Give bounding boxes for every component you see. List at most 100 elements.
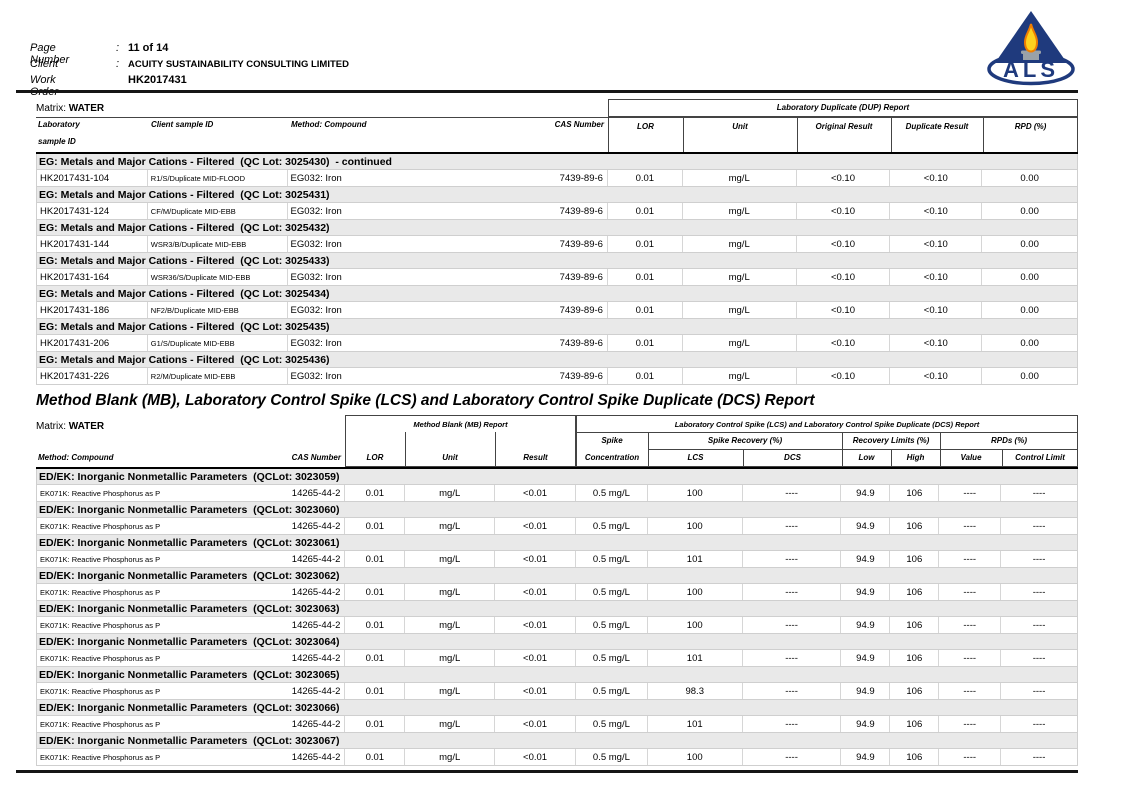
cas-number-value: 7439-89-6 <box>559 271 603 283</box>
compound-cas-cell: EK071K: Reactive Phosphorus as P 14265-44… <box>37 749 346 765</box>
unit-cell: mg/L <box>683 302 797 318</box>
group-spike-recovery: Spike Recovery (%) <box>707 435 783 445</box>
cas-number-value: 14265-44-2 <box>291 685 341 697</box>
rpd-control-limit-cell: ---- <box>1032 718 1046 730</box>
unit-cell: mg/L <box>683 368 797 384</box>
lcs-recovery-cell: 101 <box>648 650 743 666</box>
compound-cas-cell: EK071K: Reactive Phosphorus as P 14265-44… <box>37 518 346 534</box>
lcs-recovery-cell: 100 <box>648 617 743 633</box>
page-number-colon: : <box>116 42 120 54</box>
method-cas-cell: EG032: Iron 7439-89-6 <box>288 368 608 384</box>
rpd-cell: 0.00 <box>1020 337 1039 349</box>
dup-table-row: HK2017431-124 CF/M/Duplicate MID-EBB EG032… <box>36 203 1078 220</box>
mb-group-box: Method Blank (MB) Report <box>345 415 576 467</box>
recovery-high-cell: 106 <box>890 551 940 567</box>
spike-concentration-cell: 0.5 mg/L <box>576 683 648 699</box>
rpd-value-cell: ---- <box>939 749 1002 765</box>
col-duplicate-result: Duplicate Result <box>905 122 969 132</box>
rpd-value-cell: ---- <box>939 584 1002 600</box>
qc-lot-section-header: ED/EK: Inorganic Nonmetallic Parameters … <box>36 667 1078 683</box>
dup-group-header: Laboratory Duplicate (DUP) Report <box>776 103 910 113</box>
client-sample-id-cell: CF/M/Duplicate MID-EBB <box>148 203 288 219</box>
rpd-cell: 0.00 <box>1020 271 1039 283</box>
cas-number-value: 7439-89-6 <box>559 172 603 184</box>
dup-table-row: HK2017431-206 G1/S/Duplicate MID-EBB EG032… <box>36 335 1078 352</box>
compound-value: EK071K: Reactive Phosphorus as P <box>40 554 161 564</box>
lcs-recovery-cell: 100 <box>648 749 743 765</box>
compound-cas-cell: EK071K: Reactive Phosphorus as P 14265-44… <box>37 650 346 666</box>
spike-concentration-cell: 0.5 mg/L <box>576 518 648 534</box>
result-cell: <0.01 <box>495 716 576 732</box>
dcs-recovery-cell: ---- <box>743 683 842 699</box>
cas-number-value: 7439-89-6 <box>559 304 603 316</box>
method-compound-value: EG032: Iron <box>290 337 342 349</box>
lor-cell: 0.01 <box>345 485 406 501</box>
spike-concentration-cell: 0.5 mg/L <box>576 650 648 666</box>
dup-table-row: HK2017431-186 NF2/B/Duplicate MID-EBB EG03… <box>36 302 1078 319</box>
result-cell: <0.01 <box>495 683 576 699</box>
lcs-recovery-cell: 100 <box>648 518 743 534</box>
method-cas-cell: EG032: Iron 7439-89-6 <box>288 170 608 186</box>
col-lcs: LCS <box>687 453 704 463</box>
method-cas-cell: EG032: Iron 7439-89-6 <box>288 335 608 351</box>
mb-table-row: EK071K: Reactive Phosphorus as P 14265-44… <box>36 551 1078 568</box>
mb-report-table: Matrix: WATER Method Blank (MB) Report L… <box>36 415 1078 766</box>
unit-cell: mg/L <box>405 518 496 534</box>
dcs-recovery-cell: ---- <box>743 584 842 600</box>
lcs-recovery-cell: 101 <box>648 551 743 567</box>
client-value: ACUITY SUSTAINABILITY CONSULTING LIMITED <box>128 59 349 70</box>
recovery-high-cell: 106 <box>890 617 940 633</box>
recovery-high-cell: 106 <box>890 683 940 699</box>
recovery-high-cell: 106 <box>890 749 940 765</box>
lor-cell: 0.01 <box>608 203 683 219</box>
unit-cell: mg/L <box>405 749 496 765</box>
recovery-high-cell: 106 <box>890 485 940 501</box>
duplicate-result-cell: <0.10 <box>890 368 983 384</box>
client-sample-id-cell: WSR36/S/Duplicate MID-EBB <box>148 269 288 285</box>
col-unit-2: Unit <box>442 453 458 463</box>
unit-cell: mg/L <box>405 551 496 567</box>
page-number-label: Page Number <box>30 42 70 66</box>
recovery-low-cell: 94.9 <box>841 485 891 501</box>
rpd-control-limit-cell: ---- <box>1032 487 1046 499</box>
dup-rows-container: EG: Metals and Major Cations - Filtered … <box>36 154 1078 385</box>
original-result-cell: <0.10 <box>797 302 891 318</box>
duplicate-result-cell: <0.10 <box>890 269 983 285</box>
unit-cell: mg/L <box>405 617 496 633</box>
qc-lot-section-header: ED/EK: Inorganic Nonmetallic Parameters … <box>36 469 1078 485</box>
qc-lot-section-header: EG: Metals and Major Cations - Filtered … <box>36 253 1078 269</box>
qc-lot-section-header: ED/EK: Inorganic Nonmetallic Parameters … <box>36 700 1078 716</box>
dup-table-header: Matrix: WATER Laboratory Duplicate (DUP)… <box>36 99 1078 154</box>
dcs-recovery-cell: ---- <box>743 485 842 501</box>
recovery-high-cell: 106 <box>890 650 940 666</box>
original-result-cell: <0.10 <box>797 269 891 285</box>
lor-cell: 0.01 <box>608 269 683 285</box>
client-sample-id-cell: R2/M/Duplicate MID-EBB <box>148 368 288 384</box>
col-method-compound: Method: Compound <box>291 120 367 130</box>
col-value: Value <box>960 453 982 463</box>
result-cell: <0.01 <box>495 584 576 600</box>
dup-matrix-line: Matrix: WATER <box>36 103 105 114</box>
method-cas-cell: EG032: Iron 7439-89-6 <box>288 269 608 285</box>
dcs-recovery-cell: ---- <box>743 518 842 534</box>
lab-sample-id-cell: HK2017431-124 <box>37 203 148 219</box>
dcs-recovery-cell: ---- <box>743 749 842 765</box>
mb-rows-container: ED/EK: Inorganic Nonmetallic Parameters … <box>36 469 1078 766</box>
original-result-cell: <0.10 <box>797 170 891 186</box>
group-recovery-limits: Recovery Limits (%) <box>852 435 930 445</box>
qc-lot-section-header: ED/EK: Inorganic Nonmetallic Parameters … <box>36 568 1078 584</box>
mb-table-row: EK071K: Reactive Phosphorus as P 14265-44… <box>36 650 1078 667</box>
als-logo-graphic: ALS <box>987 11 1075 86</box>
rpd-control-limit-cell: ---- <box>1032 520 1046 532</box>
spike-concentration-cell: 0.5 mg/L <box>576 617 648 633</box>
cas-number-value: 14265-44-2 <box>291 520 341 532</box>
compound-cas-cell: EK071K: Reactive Phosphorus as P 14265-44… <box>37 617 346 633</box>
unit-cell: mg/L <box>405 584 496 600</box>
compound-value: EK071K: Reactive Phosphorus as P <box>40 653 161 663</box>
result-cell: <0.01 <box>495 749 576 765</box>
col-cas-number-2: CAS Number <box>291 453 341 463</box>
lor-cell: 0.01 <box>608 335 683 351</box>
duplicate-result-cell: <0.10 <box>890 335 983 351</box>
duplicate-result-cell: <0.10 <box>890 302 983 318</box>
qc-lot-section-header: EG: Metals and Major Cations - Filtered … <box>36 286 1078 302</box>
